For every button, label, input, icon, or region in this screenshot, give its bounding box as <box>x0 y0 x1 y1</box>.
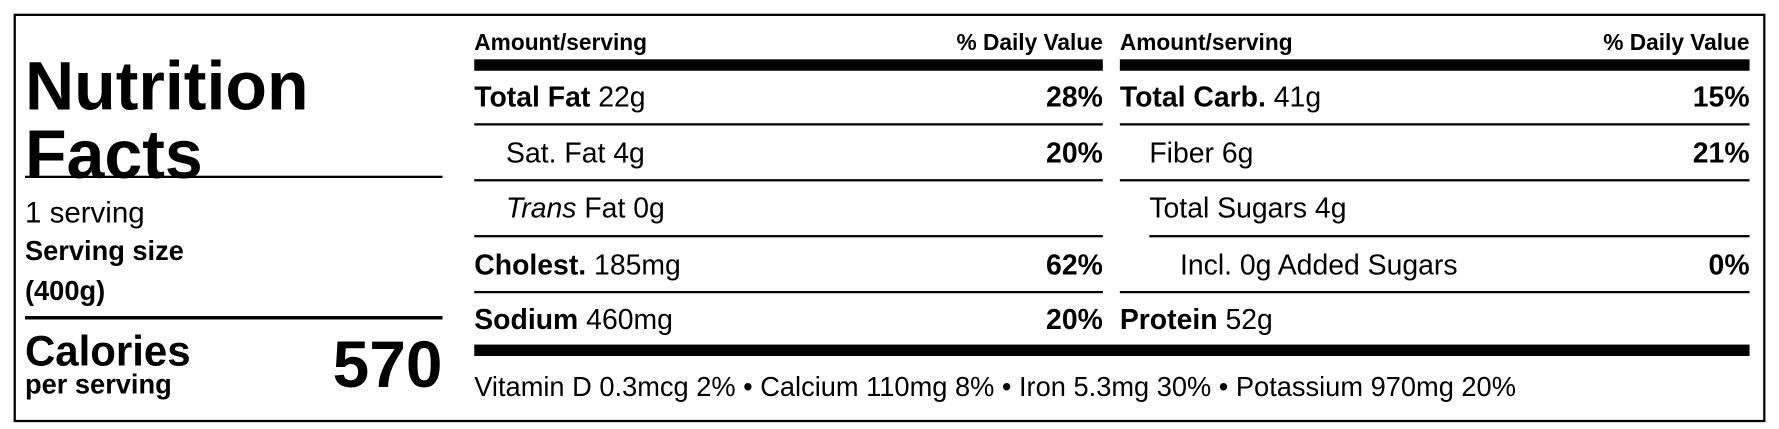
row: Protein 52g <box>1120 306 1273 335</box>
amount-header: Amount/serving <box>1119 30 1293 56</box>
calories-value: 570 <box>332 327 443 402</box>
daily-value: 20% <box>1046 137 1103 170</box>
calories-sub: per serving <box>24 369 172 401</box>
footer-vitamins: Vitamin D 0.3mcg 2% • Calcium 110mg 8% •… <box>474 371 1516 403</box>
divider <box>1119 290 1750 294</box>
divider <box>1119 123 1750 126</box>
daily-value: 15% <box>1692 81 1750 114</box>
dv-header: % Daily Value <box>956 30 1103 56</box>
divider <box>24 175 443 178</box>
nutrient-italic: Trans <box>506 192 577 225</box>
thick-bar <box>474 344 1750 356</box>
divider <box>1149 235 1750 238</box>
row: Total Carb. 41g <box>1119 81 1322 114</box>
thick-bar <box>474 59 1103 71</box>
row: Sat. Fat 4g <box>506 137 645 170</box>
row: Incl. 0g Added Sugars <box>1179 249 1458 282</box>
nutrient: Sodium <box>474 304 579 337</box>
nutrient: Total Carb. <box>1119 81 1266 114</box>
nutrient: Total Sugars <box>1149 192 1308 225</box>
row: Total Fat 22g <box>474 81 646 114</box>
nutrient: Sat. Fat <box>506 137 606 170</box>
row: Trans Fat 0g <box>506 192 665 225</box>
amount: 460mg <box>586 304 673 337</box>
nutrient: Incl. 0g Added Sugars <box>1179 249 1458 282</box>
nutrient: Fiber <box>1149 137 1214 170</box>
title: Nutrition Facts <box>24 47 309 193</box>
label-border <box>13 13 1766 423</box>
daily-value: 21% <box>1692 137 1750 170</box>
amount: 52g <box>1225 304 1273 337</box>
amount: 6g <box>1221 137 1254 170</box>
nutrient: Fat <box>584 192 626 225</box>
nutrient: Protein <box>1119 304 1218 337</box>
daily-value: 0% <box>1708 249 1750 282</box>
dv-header: % Daily Value <box>1603 30 1750 56</box>
amount: 4g <box>1314 192 1347 225</box>
amount: 22g <box>598 81 646 114</box>
amount: 185mg <box>594 249 681 282</box>
row: Fiber 6g <box>1149 137 1254 170</box>
nutrient: Cholest. <box>474 249 587 282</box>
daily-value: 20% <box>1046 304 1103 337</box>
daily-value: 28% <box>1046 81 1103 114</box>
nutrient: Total Fat <box>474 81 591 114</box>
amount-header: Amount/serving <box>474 30 648 56</box>
daily-value: 62% <box>1046 249 1103 282</box>
thick-bar <box>1119 59 1750 71</box>
row: Sodium 460mg <box>474 306 673 335</box>
divider <box>24 316 443 320</box>
row: Total Sugars 4g <box>1149 192 1347 225</box>
divider <box>474 235 1103 238</box>
divider <box>474 290 1103 294</box>
divider <box>1119 179 1750 182</box>
divider <box>474 179 1103 182</box>
calories-label: Calories <box>24 328 191 375</box>
serving-size-label: Serving size <box>24 236 184 267</box>
amount: 0g <box>633 192 665 225</box>
amount: 41g <box>1273 81 1322 114</box>
serving-size: (400g) <box>24 276 106 307</box>
row: Cholest. 185mg <box>474 249 681 282</box>
amount: 4g <box>613 137 645 170</box>
servings: 1 serving <box>24 195 145 230</box>
divider <box>474 123 1103 126</box>
